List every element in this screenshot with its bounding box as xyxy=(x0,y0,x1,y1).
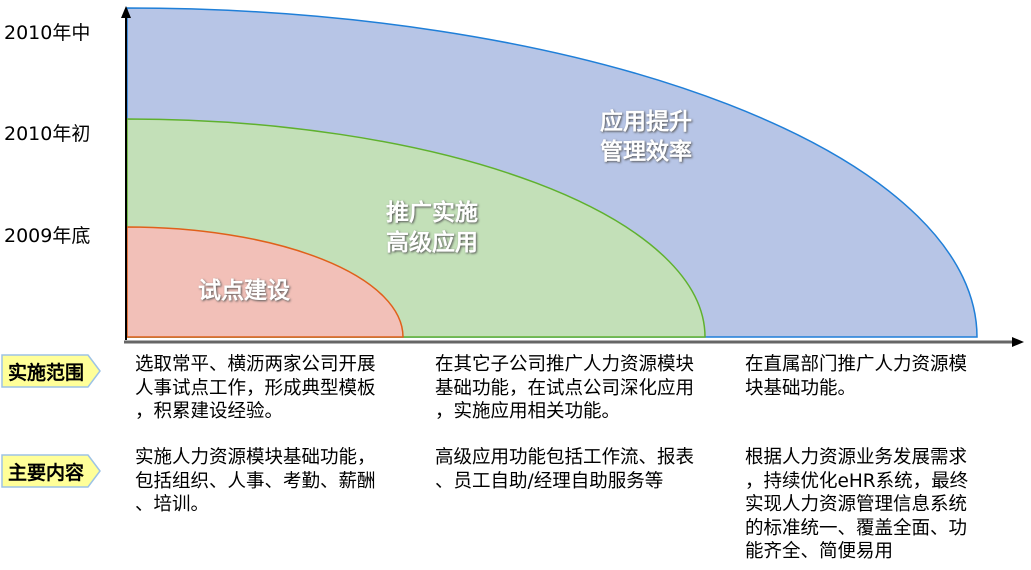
x-axis-arrow xyxy=(1012,337,1024,347)
scope-optimize: 在直属部门推广人力资源模 块基础功能。 xyxy=(745,354,968,399)
content-rollout: 高级应用功能包括工作流、报表 、员工自助/经理自助服务等 xyxy=(435,447,695,492)
row-tag-content: 主要内容 xyxy=(8,462,85,484)
y-label-end-2009: 2009年底 xyxy=(4,225,91,247)
scope-pilot: 选取常平、横沥两家公司开展 人事试点工作，形成典型模板 ，积累建设经验。 xyxy=(135,354,376,422)
scope-rollout: 在其它子公司推广人力资源模块 基础功能，在试点公司深化应用 ，实施应用相关功能。 xyxy=(435,354,695,422)
content-pilot: 实施人力资源模块基础功能， 包括组织、人事、考勤、薪酬 、培训。 xyxy=(135,447,376,515)
y-label-early-2010: 2010年初 xyxy=(4,123,91,145)
row-tag-scope: 实施范围 xyxy=(8,362,85,384)
stage-label-pilot: 试点建设 xyxy=(198,278,290,304)
stage-area-pilot xyxy=(126,226,404,338)
y-axis-arrow xyxy=(121,6,131,18)
content-optimize: 根据人力资源业务发展需求 ，持续优化eHR系统，最终 实现人力资源管理信息系统 … xyxy=(745,447,969,562)
stage-label-rollout: 推广实施 高级应用 xyxy=(386,200,478,256)
tag-arrow-content xyxy=(1,454,101,488)
tag-arrow-scope xyxy=(1,354,101,388)
y-label-mid-2010: 2010年中 xyxy=(4,22,91,44)
stage-label-optimize: 应用提升 管理效率 xyxy=(600,109,692,165)
